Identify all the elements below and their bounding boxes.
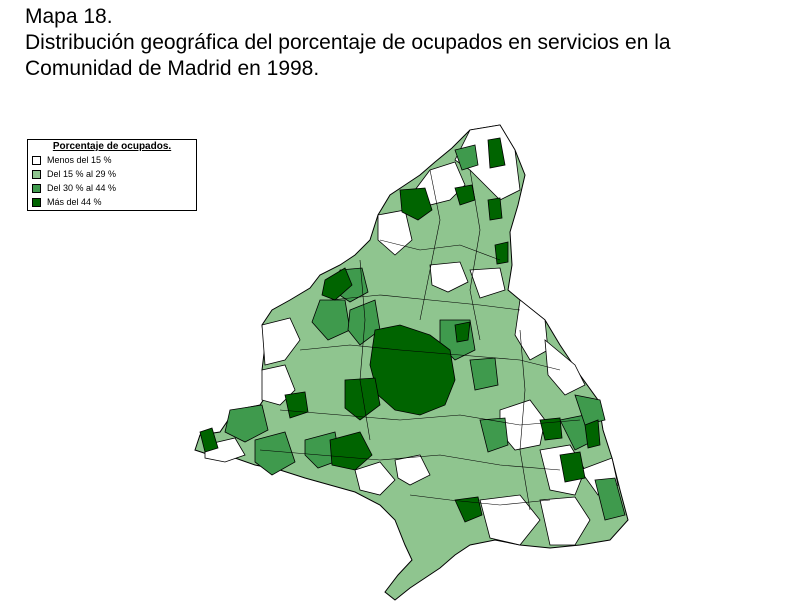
title-line-3: Comunidad de Madrid en 1998. <box>25 57 320 80</box>
map-title: Mapa 18. Distribución geográfica del por… <box>25 4 671 82</box>
legend-item-mid-low: Del 15 % al 29 % <box>28 167 196 181</box>
high-category-areas <box>199 137 601 523</box>
legend-label-high: Más del 44 % <box>47 197 102 207</box>
legend-label-mid-low: Del 15 % al 29 % <box>47 169 117 179</box>
legend-swatch-mid-low <box>32 169 41 179</box>
legend-label-low: Menos del 15 % <box>47 155 112 165</box>
legend-swatch-low <box>32 155 41 165</box>
legend-title: Porcentaje de ocupados. <box>52 141 172 152</box>
legend: Porcentaje de ocupados. Menos del 15 % D… <box>27 139 197 211</box>
legend-label-mid-high: Del 30 % al 44 % <box>47 183 117 193</box>
legend-item-low: Menos del 15 % <box>28 153 196 167</box>
title-line-2: Distribución geográfica del porcentaje d… <box>25 31 671 54</box>
legend-item-high: Más del 44 % <box>28 195 196 209</box>
municipal-boundaries <box>259 169 581 511</box>
legend-swatch-mid-high <box>32 183 41 193</box>
legend-item-mid-high: Del 30 % al 44 % <box>28 181 196 195</box>
legend-swatch-high <box>32 197 41 207</box>
title-line-1: Mapa 18. <box>25 5 113 28</box>
